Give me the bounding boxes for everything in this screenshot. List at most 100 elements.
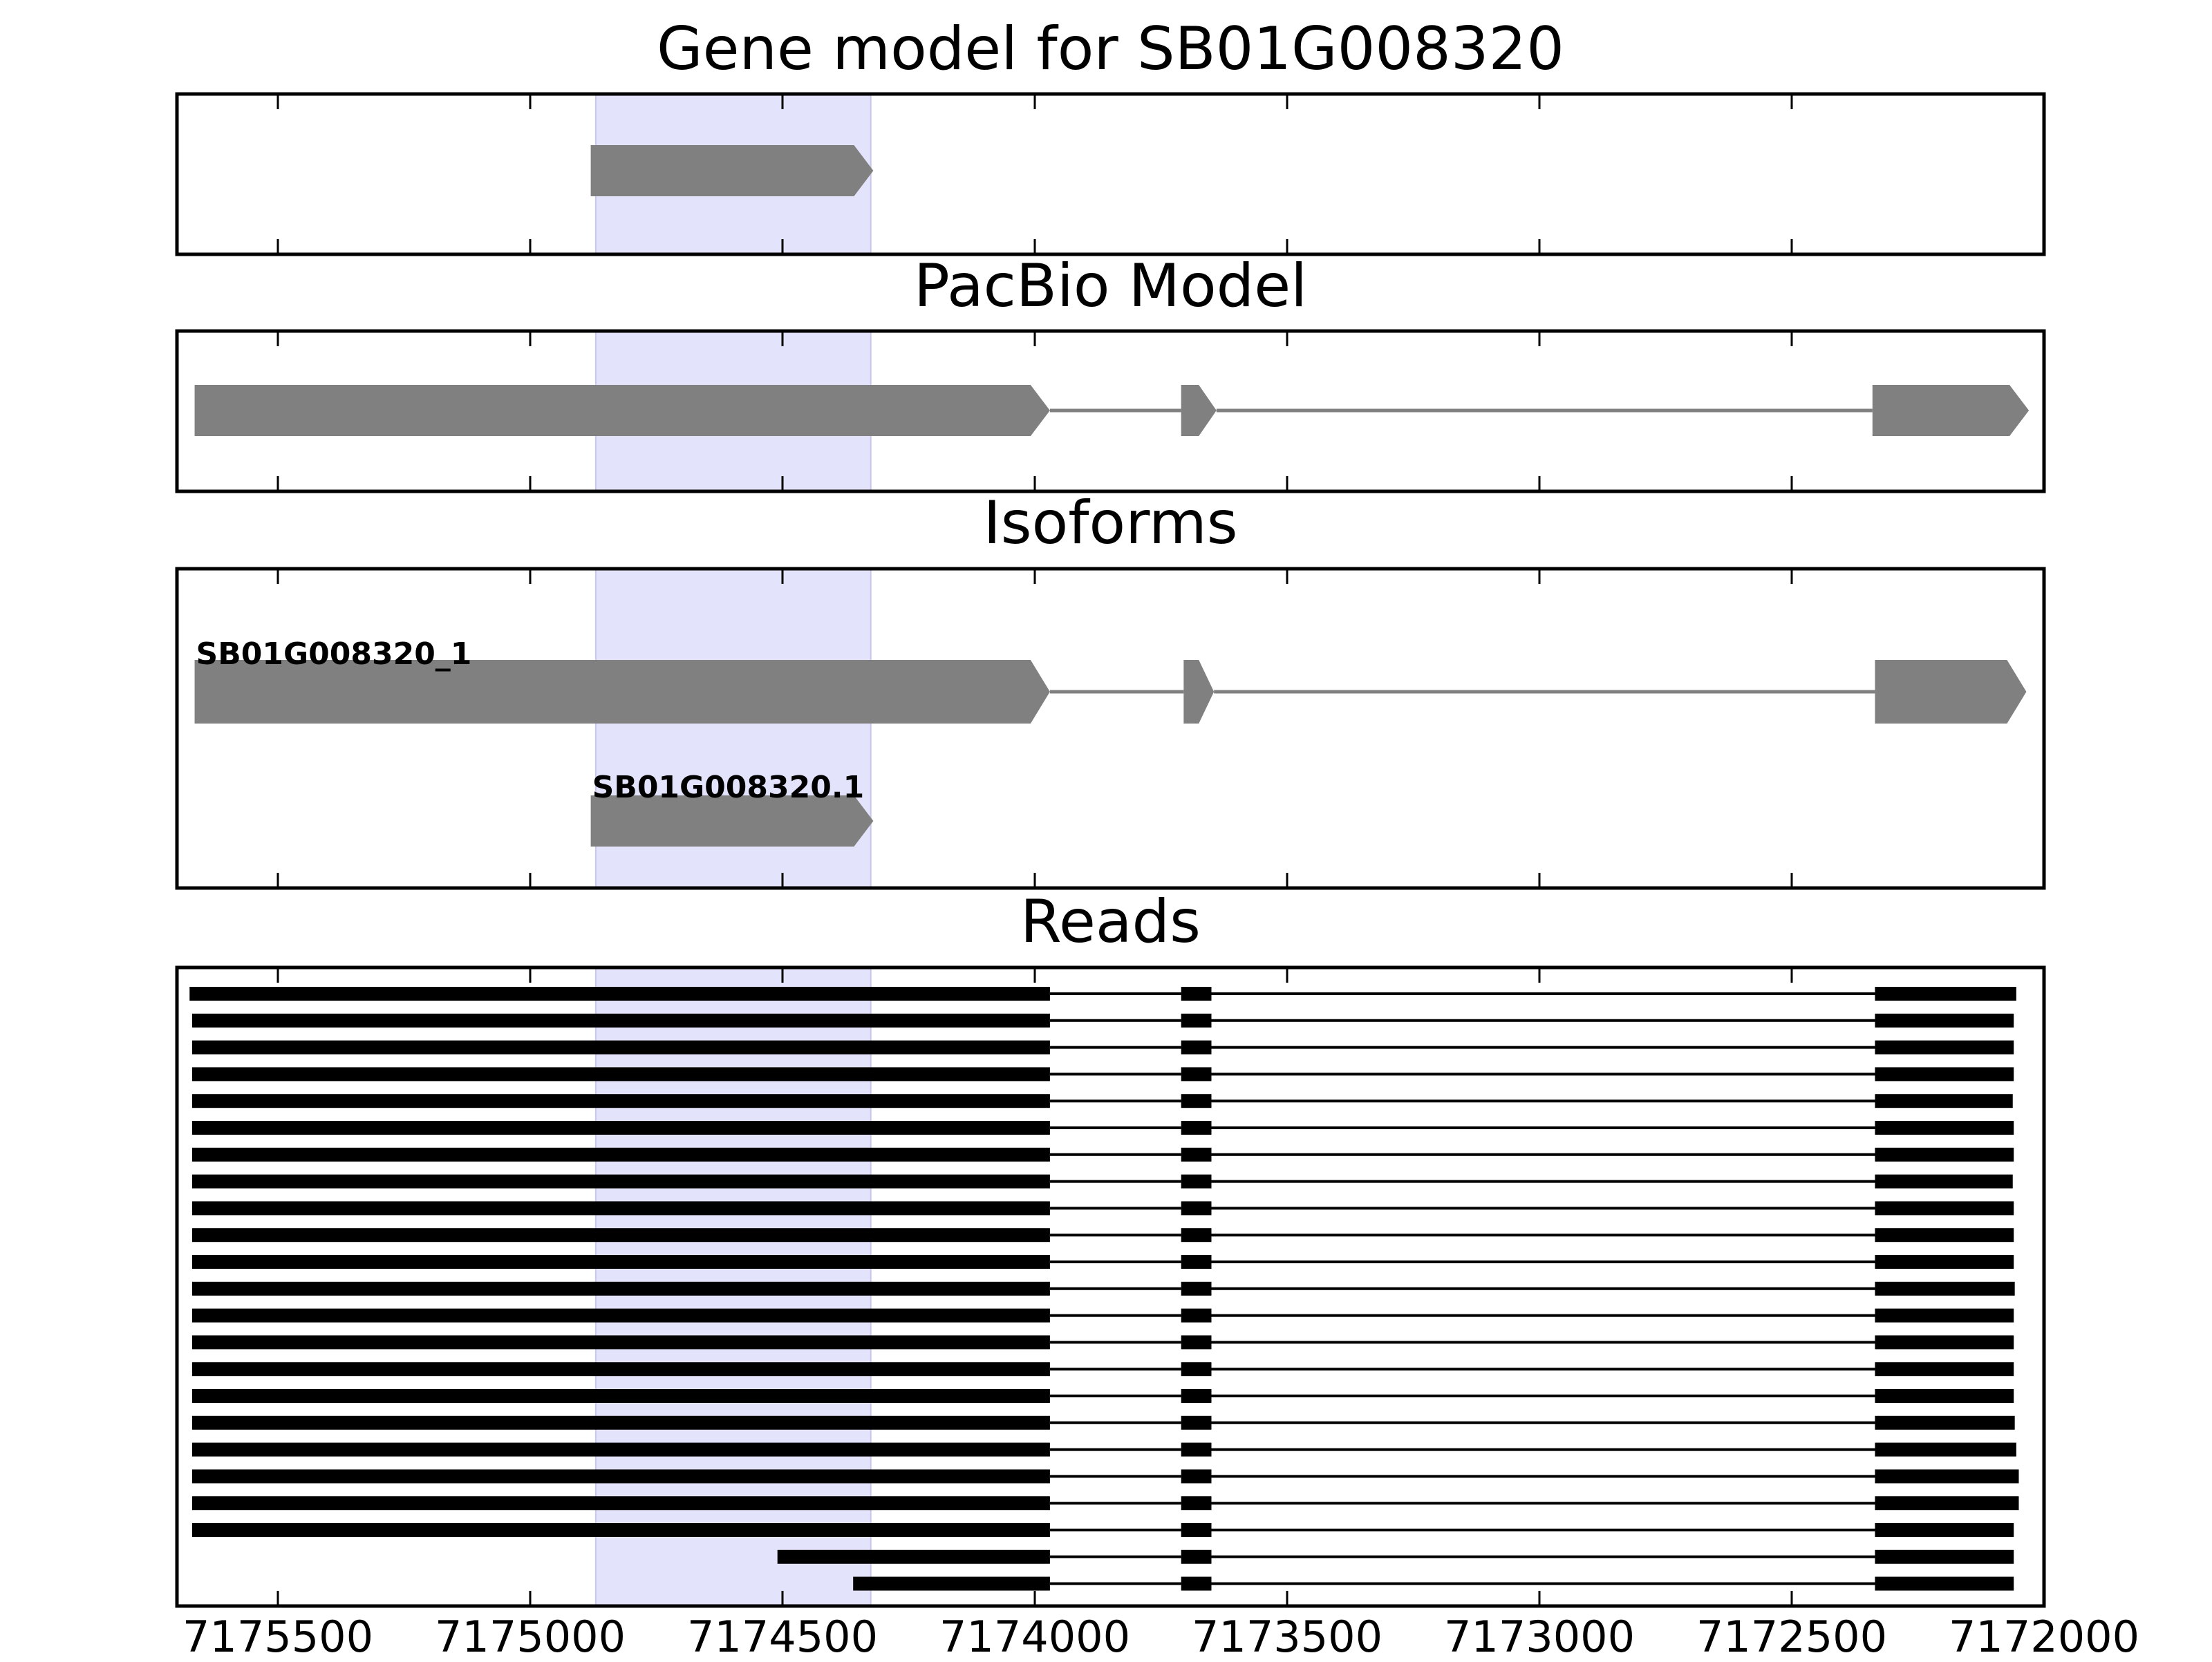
read-exon (191, 1281, 1050, 1296)
x-tick-label: 7175000 (435, 1612, 626, 1659)
track-exon (590, 145, 874, 196)
isoform-label: SB01G008320.1 (592, 770, 865, 805)
read-exon (1875, 1442, 2016, 1457)
isoform-label: SB01G008320_1 (196, 636, 472, 672)
read-exon (1875, 1308, 2014, 1323)
read-exon (1875, 1013, 2014, 1028)
panel-isoforms: Isoforms SB01G008320_1 SB01G008320.1 (175, 489, 2046, 890)
panel-title: PacBio Model (914, 252, 1307, 321)
read-exon (191, 1067, 1050, 1082)
read-exon (1875, 1576, 2014, 1591)
read-exon (191, 1228, 1050, 1243)
read-exon (191, 1308, 1050, 1323)
read-exon (1875, 1067, 2014, 1082)
read-exon (1875, 1228, 2014, 1243)
read-exon (191, 1094, 1050, 1108)
panel-pacbio-model: PacBio Model (175, 252, 2046, 493)
read-exon (1181, 1362, 1212, 1377)
read-exon (853, 1576, 1050, 1591)
read-exon (191, 1121, 1050, 1135)
track-exon (590, 795, 874, 847)
read-exon (1181, 1549, 1212, 1564)
panel-frame (175, 329, 2046, 493)
read-exon (1181, 1013, 1212, 1028)
x-tick-label: 7175500 (182, 1612, 373, 1659)
read-exon (191, 1415, 1050, 1430)
track-exon (194, 385, 1050, 436)
read-exon (1181, 1147, 1212, 1162)
panel-title: Reads (1020, 887, 1201, 956)
read-exon (1875, 1496, 2019, 1511)
read-exon (1181, 1040, 1212, 1055)
read-exon (1181, 1067, 1212, 1082)
x-tick-label: 7173000 (1444, 1612, 1635, 1659)
read-exon (191, 1335, 1050, 1350)
read-exon (189, 987, 1050, 1001)
read-exon (191, 1201, 1050, 1216)
read-exon (1181, 1415, 1212, 1430)
read-exon (1875, 1389, 2014, 1403)
read-exon (191, 1013, 1050, 1028)
x-tick-label: 7174500 (687, 1612, 878, 1659)
read-exon (1181, 1469, 1212, 1484)
read-exon (1875, 1415, 2015, 1430)
read-exon (1875, 1147, 2014, 1162)
read-exon (191, 1442, 1050, 1457)
read-exon (191, 1362, 1050, 1377)
read-exon (1181, 1442, 1212, 1457)
track-exon (1183, 660, 1215, 724)
read-exon (1875, 1549, 2014, 1564)
read-exon (191, 1496, 1050, 1511)
panel-gene-model: Gene model for SB01G008320 (175, 15, 2046, 256)
read-exon (1875, 1362, 2014, 1377)
read-exon (191, 1469, 1050, 1484)
panel-frame (175, 567, 2046, 890)
read-exon (1181, 1576, 1212, 1591)
read-exon (1181, 1308, 1212, 1323)
read-exon (1181, 1228, 1212, 1243)
read-exon (777, 1549, 1050, 1564)
read-exon (1875, 1094, 2013, 1108)
panel-frame (175, 92, 2046, 256)
read-exon (1875, 1469, 2019, 1484)
read-exon (1181, 1121, 1212, 1135)
panel-title: Isoforms (983, 489, 1237, 558)
read-exon (1181, 1174, 1212, 1189)
read-exon (1181, 1496, 1212, 1511)
read-exon (191, 1174, 1050, 1189)
track-exon (1875, 660, 2027, 724)
x-tick-label: 7173500 (1192, 1612, 1382, 1659)
x-tick-label: 7172000 (1949, 1612, 2139, 1659)
read-exon (1181, 1281, 1212, 1296)
read-exon (191, 1523, 1050, 1537)
read-exon (1181, 1523, 1212, 1537)
track-exon (194, 660, 1050, 724)
read-exon (191, 1040, 1050, 1055)
read-exon (1875, 1255, 2014, 1269)
panel-reads: Reads (175, 887, 2046, 1608)
read-exon (191, 1389, 1050, 1403)
track-exon (1181, 385, 1217, 436)
read-exon (1875, 1281, 2015, 1296)
read-exon (191, 1147, 1050, 1162)
panel-title: Gene model for SB01G008320 (657, 15, 1564, 84)
read-exon (1875, 1121, 2014, 1135)
read-exon (1181, 987, 1212, 1001)
read-exon (1875, 987, 2016, 1001)
read-exon (1875, 1201, 2014, 1216)
read-exon (1875, 1040, 2014, 1055)
read-exon (1875, 1174, 2013, 1189)
read-exon (1181, 1201, 1212, 1216)
panel-frame (175, 965, 2046, 1608)
read-exon (1181, 1389, 1212, 1403)
read-exon (1181, 1335, 1212, 1350)
x-tick-label: 7174000 (939, 1612, 1130, 1659)
read-exon (1875, 1523, 2014, 1537)
read-exon (1181, 1255, 1212, 1269)
read-exon (191, 1255, 1050, 1269)
read-exon (1181, 1094, 1212, 1108)
track-exon (1872, 385, 2030, 436)
x-tick-label: 7172500 (1696, 1612, 1887, 1659)
